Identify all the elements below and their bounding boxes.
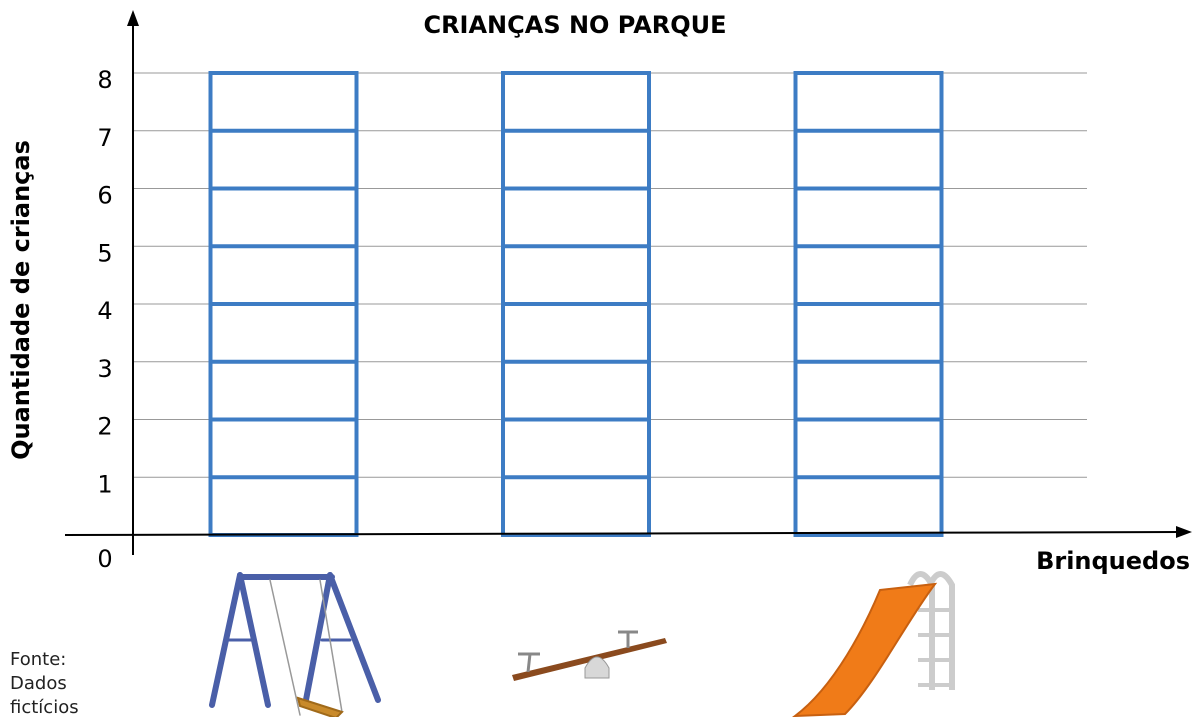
grid (133, 72, 1087, 478)
y-tick-label: 1 (97, 470, 112, 498)
y-tick-label: 0 (97, 545, 112, 573)
y-tick-label: 3 (97, 355, 112, 383)
columns (208, 71, 944, 537)
chart-title: CRIANÇAS NO PARQUE (423, 11, 726, 39)
y-tick-label: 6 (97, 182, 112, 210)
source-note: Fonte: Dados fictícios (10, 649, 79, 717)
x-axis-label: Brinquedos (1036, 547, 1190, 575)
x-axis (64, 531, 1181, 536)
y-axis-arrow (127, 10, 139, 26)
y-axis-label: Quantidade de crianças (7, 140, 35, 460)
y-tick-label: 7 (97, 124, 112, 152)
seesaw-icon (512, 630, 667, 681)
x-axis-arrow (1176, 526, 1192, 538)
swing-icon (209, 572, 381, 717)
slide-icon (792, 571, 955, 717)
y-tick-label: 4 (97, 297, 112, 325)
y-tick-label: 2 (97, 413, 112, 441)
y-tick-label: 8 (97, 66, 112, 94)
y-tick-label: 5 (97, 239, 112, 267)
